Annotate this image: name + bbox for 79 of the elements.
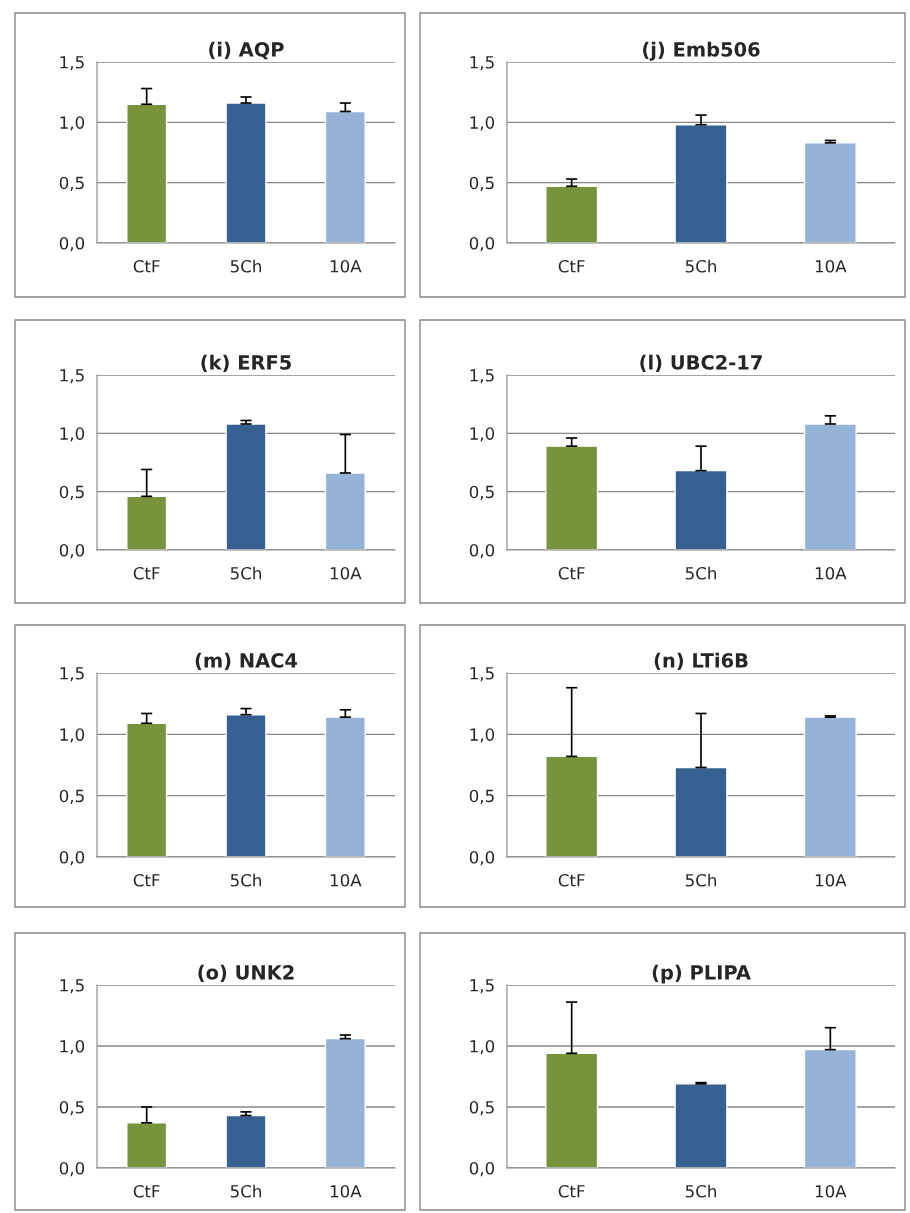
bar [126, 495, 168, 550]
bar [126, 1122, 168, 1168]
y-tick-label: 1,0 [60, 728, 85, 743]
y-tick-label: 0,5 [469, 1100, 494, 1116]
y-tick-label: 0,5 [469, 176, 494, 191]
bar [324, 472, 366, 550]
y-tick-label: 0,5 [469, 789, 494, 804]
x-tick-label: 10A [330, 259, 362, 273]
x-tick-label: CtF [133, 1184, 160, 1198]
x-tick-label: CtF [558, 873, 585, 887]
bar [225, 423, 267, 550]
chart-title: (i) AQP [209, 41, 284, 60]
y-tick-label: 1,0 [60, 427, 85, 442]
x-tick-label: CtF [133, 259, 160, 273]
y-tick-label: 0,0 [469, 1161, 495, 1177]
x-tick-label: 10A [815, 566, 847, 580]
y-tick-label: 0,0 [469, 236, 495, 252]
bar [324, 1037, 366, 1168]
x-tick-label: CtF [133, 873, 160, 887]
x-tick-label: 10A [330, 1184, 362, 1198]
y-tick-label: 1,0 [470, 728, 495, 743]
x-tick-label: 5Ch [685, 1184, 716, 1198]
x-tick-label: 5Ch [230, 1184, 261, 1198]
x-tick-label: 5Ch [685, 873, 716, 887]
y-tick-label: 1,0 [470, 1039, 495, 1055]
chart-title: (o) UNK2 [198, 964, 294, 983]
x-tick-label: CtF [558, 1184, 585, 1198]
y-tick-label: 1,5 [470, 667, 494, 682]
y-tick-label: 1,5 [470, 56, 494, 71]
x-tick-label: 10A [815, 873, 847, 887]
bar [545, 445, 599, 550]
y-tick-label: 0,0 [469, 850, 495, 866]
chart-title: (k) ERF5 [201, 354, 291, 373]
y-tick-label: 1,5 [470, 369, 494, 384]
y-tick-label: 0,5 [59, 176, 84, 191]
x-tick-label: 10A [330, 873, 362, 887]
bar [803, 142, 857, 243]
x-tick-label: 10A [815, 259, 847, 273]
y-tick-label: 1,0 [60, 116, 85, 131]
chart-title: (p) PLIPA [652, 964, 751, 984]
y-tick-label: 0,5 [59, 1100, 84, 1116]
x-tick-label: CtF [558, 566, 585, 580]
bar [803, 423, 857, 550]
chart-title: (l) UBC2-17 [640, 354, 762, 373]
y-tick-label: 1,5 [60, 979, 84, 994]
y-tick-label: 0,0 [469, 543, 495, 559]
bar [545, 185, 599, 243]
x-tick-label: CtF [133, 566, 160, 580]
x-tick-label: 5Ch [685, 566, 716, 580]
x-tick-label: CtF [558, 259, 585, 273]
y-tick-label: 1,5 [60, 56, 84, 71]
bar [803, 716, 857, 857]
x-tick-label: 5Ch [230, 873, 261, 887]
y-tick-label: 0,0 [59, 850, 85, 866]
y-tick-label: 0,5 [59, 789, 84, 804]
y-tick-label: 1,5 [470, 979, 494, 994]
chart-title: (m) NAC4 [195, 652, 298, 671]
y-tick-label: 1,0 [470, 427, 495, 442]
y-tick-label: 0,0 [59, 236, 85, 252]
y-tick-label: 1,5 [60, 369, 84, 384]
y-tick-label: 1,0 [470, 116, 495, 131]
x-tick-label: 10A [815, 1184, 847, 1198]
x-tick-label: 5Ch [685, 259, 716, 273]
y-tick-label: 1,0 [60, 1039, 85, 1055]
y-tick-label: 1,5 [60, 667, 84, 682]
y-tick-label: 0,0 [59, 543, 85, 559]
x-tick-label: 5Ch [230, 566, 261, 580]
bar [674, 469, 728, 550]
y-tick-label: 0,0 [59, 1161, 85, 1177]
bar [674, 124, 728, 243]
bar [545, 755, 599, 857]
x-tick-label: 10A [330, 566, 362, 580]
x-tick-label: 5Ch [230, 259, 261, 273]
bar [674, 766, 728, 857]
chart-title: (j) Emb506 [643, 41, 760, 61]
chart-title: (n) LTi6B [654, 652, 748, 671]
bar [225, 1114, 267, 1168]
y-tick-label: 0,5 [59, 485, 84, 500]
y-tick-label: 0,5 [469, 485, 494, 500]
